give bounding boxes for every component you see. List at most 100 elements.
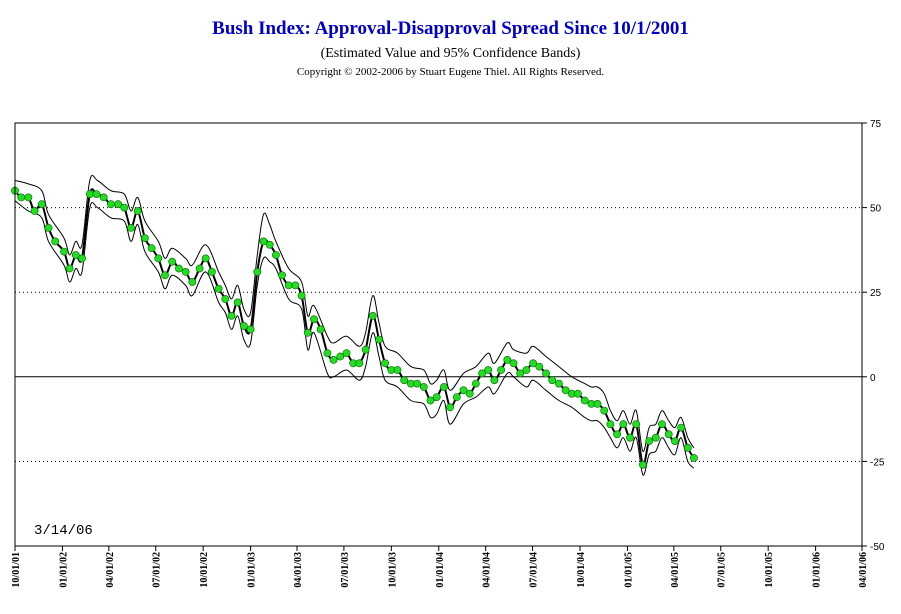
data-point xyxy=(548,376,557,385)
x-tick-label: 10/01/03 xyxy=(387,552,398,588)
data-point xyxy=(400,376,409,385)
data-point xyxy=(490,376,499,385)
data-point xyxy=(140,234,149,242)
data-point xyxy=(619,420,628,429)
data-point xyxy=(671,437,679,445)
y-tick-label: 0 xyxy=(870,373,876,384)
data-point xyxy=(51,237,60,246)
data-point xyxy=(658,420,666,429)
axes: 75 50 25 0 -25 -50 10/01/01 01/01/02 04/01/02 07/… xyxy=(11,119,885,588)
data-point xyxy=(626,433,634,442)
x-tick-label: 07/01/04 xyxy=(529,552,540,588)
data-point xyxy=(246,325,255,334)
data-point xyxy=(316,325,325,334)
data-point xyxy=(161,271,169,280)
data-point xyxy=(291,281,300,290)
data-point xyxy=(439,383,448,391)
x-tick-label: 04/01/03 xyxy=(293,552,304,588)
data-point xyxy=(632,420,641,429)
x-tick-label: 10/01/05 xyxy=(764,552,775,588)
x-tick-label: 01/01/05 xyxy=(623,552,634,588)
data-point xyxy=(413,379,421,388)
data-point xyxy=(207,267,216,276)
data-point xyxy=(265,240,274,249)
data-point xyxy=(580,396,589,405)
data-point xyxy=(99,193,108,202)
y-tick-label: -50 xyxy=(870,542,885,553)
data-point xyxy=(147,244,156,253)
data-point xyxy=(329,355,338,364)
data-point xyxy=(446,403,454,412)
lower-confidence-band xyxy=(14,200,695,476)
data-point xyxy=(459,386,468,395)
data-point xyxy=(259,237,268,246)
y-tick-label: 25 xyxy=(870,288,882,299)
data-point xyxy=(85,190,94,198)
x-tick-label: 04/01/04 xyxy=(482,552,493,588)
data-point xyxy=(271,251,280,259)
data-point xyxy=(509,359,518,368)
data-point xyxy=(168,257,177,266)
x-tick-label: 07/01/02 xyxy=(152,552,163,588)
data-point xyxy=(303,328,312,337)
data-point xyxy=(253,267,262,276)
y-tick-label: 75 xyxy=(870,119,882,130)
data-point xyxy=(92,190,101,198)
data-point xyxy=(600,406,609,415)
chart-title: Bush Index: Approval-Disapproval Spread … xyxy=(212,18,689,39)
x-tick-label: 10/01/02 xyxy=(199,552,210,588)
data-point xyxy=(419,383,428,391)
x-tick-label: 04/01/02 xyxy=(105,552,116,588)
data-point xyxy=(574,389,582,398)
y-tick-label: 50 xyxy=(870,204,882,215)
data-point xyxy=(30,207,39,215)
data-point xyxy=(593,399,602,408)
estimate-series xyxy=(14,188,695,466)
x-tick-label: 01/01/06 xyxy=(812,552,823,588)
upper-confidence-band xyxy=(14,174,695,452)
data-point xyxy=(368,311,377,320)
x-tick-label: 01/01/02 xyxy=(58,552,69,588)
data-point xyxy=(221,295,230,303)
data-point xyxy=(214,284,223,293)
x-tick-label: 10/01/04 xyxy=(576,552,587,588)
data-point xyxy=(516,369,525,378)
data-point xyxy=(278,271,286,280)
x-tick-label: 04/01/05 xyxy=(670,552,681,588)
data-point xyxy=(127,223,135,232)
data-point xyxy=(188,278,197,286)
data-point xyxy=(522,366,531,374)
y-tick-label: -25 xyxy=(870,457,885,468)
data-point xyxy=(497,366,505,374)
data-point xyxy=(154,254,163,263)
data-point xyxy=(639,460,647,469)
data-point xyxy=(613,430,621,439)
data-point xyxy=(133,207,142,215)
chart-subtitle: (Estimated Value and 95% Confidence Band… xyxy=(320,46,581,61)
x-tick-label: 04/01/06 xyxy=(858,552,869,588)
data-point xyxy=(645,437,653,445)
data-point xyxy=(227,311,236,320)
data-point xyxy=(361,345,370,354)
data-point xyxy=(17,193,26,202)
data-point xyxy=(65,264,74,273)
plot-frame xyxy=(14,122,863,547)
data-point xyxy=(542,369,550,378)
grid-layer xyxy=(15,207,862,462)
data-point xyxy=(664,430,673,439)
data-point xyxy=(71,251,80,259)
data-point xyxy=(471,379,480,388)
data-point xyxy=(677,423,685,432)
data-point xyxy=(452,393,461,401)
data-point xyxy=(355,359,364,368)
data-point xyxy=(555,379,563,388)
data-point xyxy=(195,264,204,273)
data-point xyxy=(174,264,183,273)
data-point xyxy=(107,200,115,209)
data-point xyxy=(690,454,698,462)
x-tick-label: 10/01/01 xyxy=(11,552,22,588)
data-point xyxy=(651,433,660,442)
data-point xyxy=(24,193,33,202)
data-point xyxy=(60,247,68,256)
data-point xyxy=(114,200,122,209)
